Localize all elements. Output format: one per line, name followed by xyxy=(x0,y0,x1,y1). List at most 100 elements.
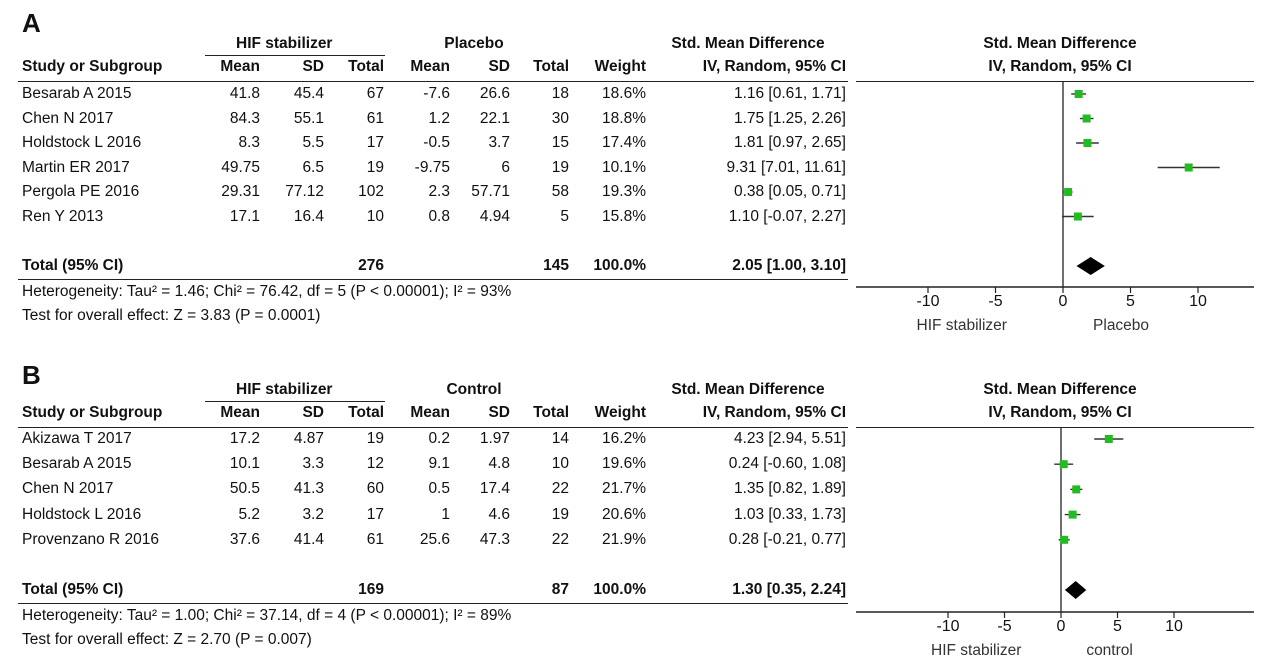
study-c-total: 18 xyxy=(551,85,569,102)
total-e-total: 276 xyxy=(358,257,384,274)
study-name: Chen N 2017 xyxy=(22,480,114,498)
study-e-sd: 6.5 xyxy=(302,158,324,176)
study-c-total: 10 xyxy=(551,455,569,473)
axis-right-label: Placebo xyxy=(1093,317,1150,334)
col-effect: IV, Random, 95% CI xyxy=(702,58,846,75)
study-weight: 19.6% xyxy=(602,455,646,473)
study-c-mean: -7.6 xyxy=(423,85,450,102)
study-e-sd: 4.87 xyxy=(293,430,324,447)
header-rule-top-exp xyxy=(205,401,385,402)
col-study: Study or Subgroup xyxy=(22,404,163,421)
point-marker xyxy=(1060,535,1069,544)
study-c-total: 22 xyxy=(551,530,569,548)
point-marker xyxy=(1072,485,1081,494)
study-e-mean: 37.6 xyxy=(229,530,260,548)
study-c-mean: 1 xyxy=(441,505,450,523)
footer-rule-table xyxy=(18,279,848,280)
total-c-total: 87 xyxy=(551,581,569,598)
total-label: Total (95% CI) xyxy=(22,581,124,598)
study-c-mean: 25.6 xyxy=(419,530,450,548)
study-e-mean: 49.75 xyxy=(221,158,260,176)
study-name: Provenzano R 2016 xyxy=(22,530,160,548)
axis-right-label: control xyxy=(1086,642,1133,659)
col-c-total: Total xyxy=(533,404,569,421)
study-e-mean: 50.5 xyxy=(229,480,260,498)
total-weight: 100.0% xyxy=(593,257,646,274)
col-c-sd: SD xyxy=(488,58,510,75)
col-weight: Weight xyxy=(594,404,646,421)
study-e-mean: 8.3 xyxy=(238,134,260,151)
study-name: Akizawa T 2017 xyxy=(22,430,132,447)
col-e-total: Total xyxy=(348,58,384,75)
study-ci: 1.16 [0.61, 1.71] xyxy=(733,85,846,102)
study-ci: 0.38 [0.05, 0.71] xyxy=(733,183,846,200)
x-tick-label: -10 xyxy=(936,618,960,635)
study-c-sd: 47.3 xyxy=(479,530,510,548)
study-e-sd: 3.2 xyxy=(302,505,324,523)
col-e-mean: Mean xyxy=(220,58,260,75)
study-e-sd: 3.3 xyxy=(302,455,324,473)
study-e-mean: 17.1 xyxy=(229,207,260,225)
study-c-mean: 2.3 xyxy=(428,183,450,200)
study-e-sd: 41.4 xyxy=(293,530,324,548)
panel-label-b: B xyxy=(22,360,41,390)
study-ci: 1.75 [1.25, 2.26] xyxy=(733,109,846,127)
study-ci: 0.28 [-0.21, 0.77] xyxy=(728,530,846,548)
header-plot: Std. Mean Difference xyxy=(983,35,1137,52)
study-c-total: 30 xyxy=(551,109,569,127)
col-e-total: Total xyxy=(348,404,384,421)
study-c-total: 19 xyxy=(551,505,569,523)
header-effect: Std. Mean Difference xyxy=(671,381,825,398)
study-e-mean: 84.3 xyxy=(229,109,260,127)
study-weight: 10.1% xyxy=(602,158,646,176)
x-tick-label: -5 xyxy=(997,618,1012,635)
x-tick-label: 0 xyxy=(1056,618,1066,635)
study-c-mean: 1.2 xyxy=(428,109,450,127)
col-plot: IV, Random, 95% CI xyxy=(988,404,1132,421)
study-name: Besarab A 2015 xyxy=(22,85,132,102)
study-e-total: 17 xyxy=(366,134,384,151)
study-e-total: 60 xyxy=(366,480,384,498)
study-c-mean: -9.75 xyxy=(414,158,450,176)
header-rule-top-exp xyxy=(205,55,385,56)
study-weight: 20.6% xyxy=(602,505,646,523)
study-e-total: 19 xyxy=(366,158,384,176)
study-e-total: 102 xyxy=(358,183,384,200)
col-c-mean: Mean xyxy=(410,404,450,421)
study-c-total: 19 xyxy=(551,158,569,176)
study-ci: 1.03 [0.33, 1.73] xyxy=(733,505,846,523)
study-ci: 9.31 [7.01, 11.61] xyxy=(726,158,846,176)
header-rule-plot xyxy=(856,81,1254,82)
header-control: Control xyxy=(446,381,502,398)
header-experimental: HIF stabilizer xyxy=(236,35,333,52)
study-c-sd: 3.7 xyxy=(488,134,510,151)
study-c-mean: -0.5 xyxy=(423,134,450,151)
study-e-total: 12 xyxy=(366,455,384,473)
header-rule-plot xyxy=(856,427,1254,428)
header-rule-table xyxy=(18,427,848,428)
study-weight: 15.8% xyxy=(602,207,646,225)
study-name: Martin ER 2017 xyxy=(22,158,130,176)
study-weight: 17.4% xyxy=(602,134,646,151)
study-c-sd: 26.6 xyxy=(479,85,510,102)
study-weight: 21.7% xyxy=(602,480,646,498)
study-name: Holdstock L 2016 xyxy=(22,134,142,151)
study-e-total: 10 xyxy=(366,207,384,225)
col-c-mean: Mean xyxy=(410,58,450,75)
x-tick-label: -10 xyxy=(916,293,940,310)
col-weight: Weight xyxy=(594,58,646,75)
study-c-sd: 22.1 xyxy=(479,109,510,127)
study-c-sd: 4.6 xyxy=(488,505,510,523)
x-tick-label: 10 xyxy=(1165,618,1183,635)
study-weight: 19.3% xyxy=(602,183,646,200)
header-control: Placebo xyxy=(444,35,504,52)
study-e-total: 61 xyxy=(366,530,384,548)
study-e-sd: 55.1 xyxy=(293,109,324,127)
study-e-sd: 5.5 xyxy=(302,134,324,151)
col-plot: IV, Random, 95% CI xyxy=(988,58,1132,75)
total-e-total: 169 xyxy=(358,581,384,598)
study-e-total: 17 xyxy=(366,505,384,523)
header-plot: Std. Mean Difference xyxy=(983,381,1137,398)
total-weight: 100.0% xyxy=(593,581,646,598)
col-effect: IV, Random, 95% CI xyxy=(702,404,846,421)
